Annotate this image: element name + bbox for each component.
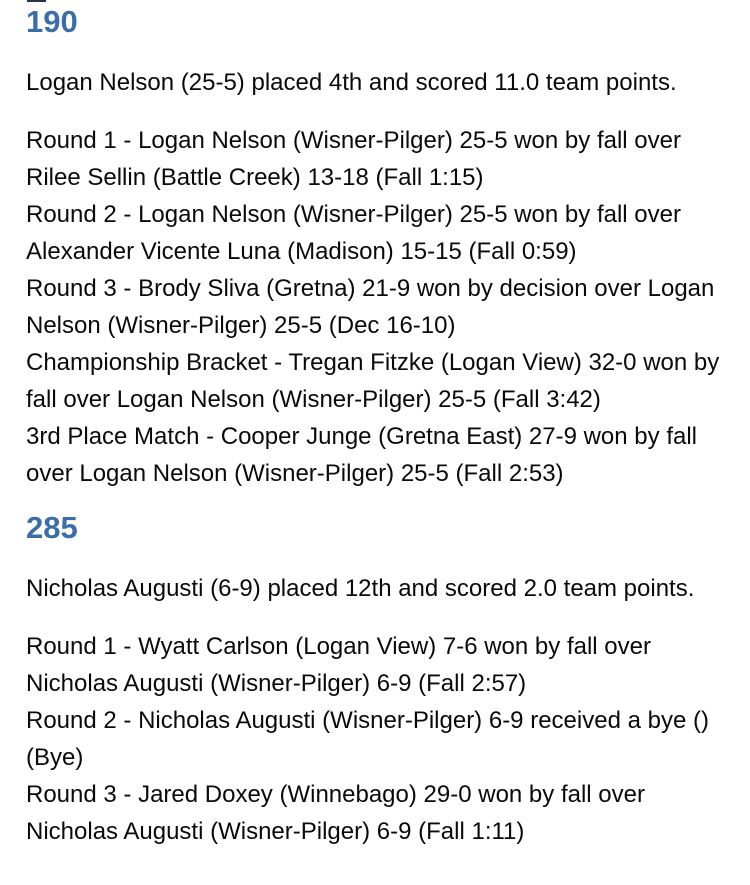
match-results-list: Round 1 - Wyatt Carlson (Logan View) 7-6…	[26, 628, 744, 850]
clipped-text-fragment	[27, 0, 46, 2]
match-result-line: Championship Bracket - Tregan Fitzke (Lo…	[26, 349, 720, 376]
match-result: Round 1 - Logan Nelson (Wisner-Pilger) 2…	[26, 122, 744, 196]
match-result-line: 3rd Place Match - Cooper Junge (Gretna E…	[26, 423, 697, 450]
match-result-line: over Logan Nelson (Wisner-Pilger) 25-5 (…	[26, 460, 564, 487]
match-result: Round 2 - Nicholas Augusti (Wisner-Pilge…	[26, 702, 744, 776]
weight-class-heading: 190	[26, 4, 78, 39]
match-result-line: Round 1 - Wyatt Carlson (Logan View) 7-6…	[26, 633, 651, 660]
match-result-line: Round 3 - Brody Sliva (Gretna) 21-9 won …	[26, 275, 715, 302]
match-result-line: Nelson (Wisner-Pilger) 25-5 (Dec 16-10)	[26, 312, 456, 339]
placement-summary: Logan Nelson (25-5) placed 4th and score…	[26, 69, 677, 96]
match-result: 3rd Place Match - Cooper Junge (Gretna E…	[26, 418, 744, 492]
results-page: 190 Logan Nelson (25-5) placed 4th and s…	[26, 4, 744, 850]
weight-class-section-285: 285 Nicholas Augusti (6-9) placed 12th a…	[26, 510, 744, 850]
match-result-line: Nicholas Augusti (Wisner-Pilger) 6-9 (Fa…	[26, 670, 527, 697]
match-result-line: Round 2 - Logan Nelson (Wisner-Pilger) 2…	[26, 201, 681, 228]
match-result-line: Round 2 - Nicholas Augusti (Wisner-Pilge…	[26, 707, 709, 734]
match-result: Round 1 - Wyatt Carlson (Logan View) 7-6…	[26, 628, 744, 702]
match-result-line: Round 3 - Jared Doxey (Winnebago) 29-0 w…	[26, 781, 645, 808]
match-result-line: Nicholas Augusti (Wisner-Pilger) 6-9 (Fa…	[26, 818, 525, 845]
match-result-line: Alexander Vicente Luna (Madison) 15-15 (…	[26, 238, 577, 265]
match-result-line: fall over Logan Nelson (Wisner-Pilger) 2…	[26, 386, 601, 413]
match-result: Round 2 - Logan Nelson (Wisner-Pilger) 2…	[26, 196, 744, 270]
match-result-line: Round 1 - Logan Nelson (Wisner-Pilger) 2…	[26, 127, 681, 154]
match-result-line: (Bye)	[26, 744, 84, 771]
match-result: Round 3 - Jared Doxey (Winnebago) 29-0 w…	[26, 776, 744, 850]
placement-summary: Nicholas Augusti (6-9) placed 12th and s…	[26, 575, 695, 602]
match-results-list: Round 1 - Logan Nelson (Wisner-Pilger) 2…	[26, 122, 744, 492]
match-result: Championship Bracket - Tregan Fitzke (Lo…	[26, 344, 744, 418]
match-result-line: Rilee Sellin (Battle Creek) 13-18 (Fall …	[26, 164, 484, 191]
weight-class-heading: 285	[26, 510, 78, 545]
weight-class-section-190: 190 Logan Nelson (25-5) placed 4th and s…	[26, 4, 744, 492]
match-result: Round 3 - Brody Sliva (Gretna) 21-9 won …	[26, 270, 744, 344]
